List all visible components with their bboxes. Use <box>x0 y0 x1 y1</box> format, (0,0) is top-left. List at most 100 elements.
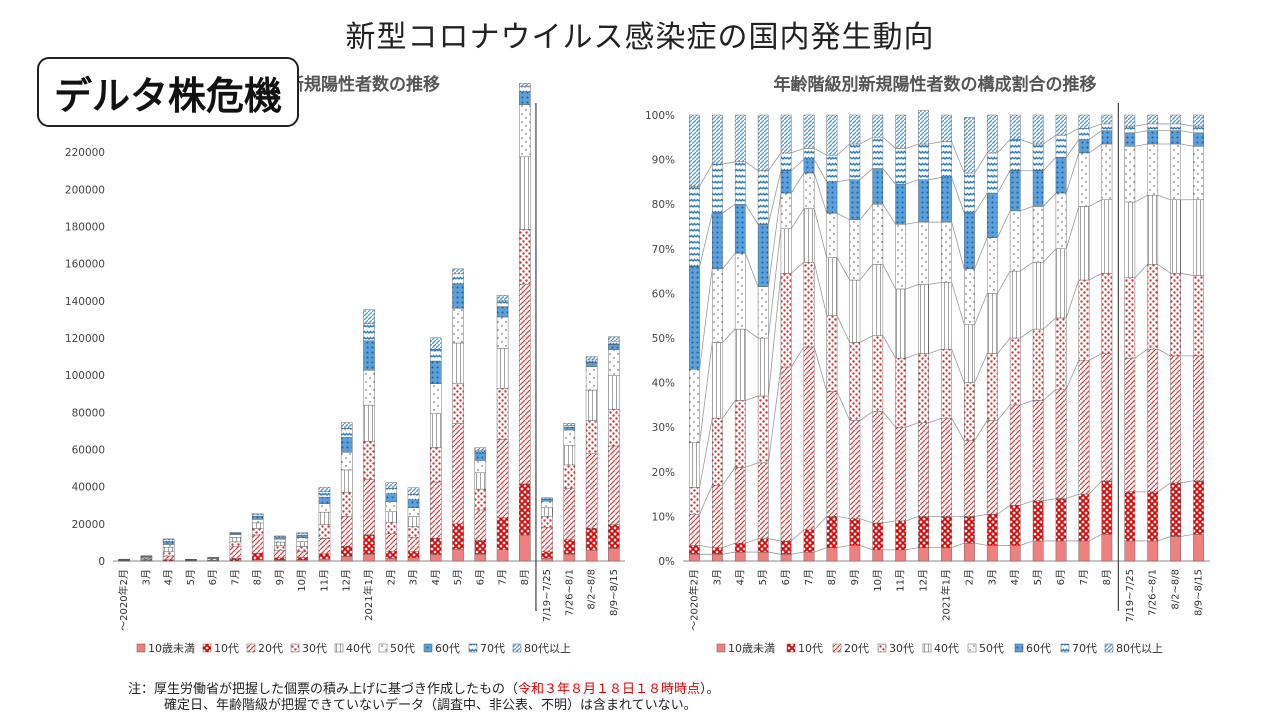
legend-label: 50代 <box>979 642 1004 655</box>
bar-segment <box>849 114 861 145</box>
bar-segment <box>986 192 998 238</box>
x-tick-label: 2021年1月 <box>940 569 953 621</box>
y-tick-label: 200000 <box>65 184 105 196</box>
legends: 10歳未満 10代 20代 30代 40代 50代 60代 70代 80代以上 10歳未満 10代 2… <box>136 642 1163 655</box>
bar-segment <box>474 450 487 454</box>
bar-segment <box>340 452 353 471</box>
bar-segment <box>608 445 620 525</box>
bar-segment <box>1009 139 1021 171</box>
bar-segment <box>986 420 998 515</box>
bar-segment <box>519 83 531 87</box>
bar-segment <box>1078 540 1090 562</box>
bar-segment <box>251 513 264 516</box>
series-connector <box>699 261 1194 488</box>
bar-segment <box>689 114 700 187</box>
bar-segment <box>1032 540 1044 562</box>
bar-segment <box>407 487 420 495</box>
bar-segment <box>803 208 815 263</box>
x-tick-label: 8月 <box>1101 569 1113 585</box>
bar-segment <box>563 464 576 489</box>
bar-segment <box>1078 152 1090 207</box>
legend-swatch <box>786 643 796 653</box>
bar-segment <box>1193 275 1204 357</box>
bar-segment <box>296 535 308 538</box>
bar-segment <box>585 362 598 367</box>
y-tick-label: 90% <box>652 155 675 167</box>
bar-segment <box>452 283 464 309</box>
bar-segment <box>385 550 398 559</box>
bar-segment <box>496 316 509 349</box>
bar-segment <box>407 516 420 527</box>
bar-segment <box>826 547 838 562</box>
bar-segment <box>318 558 331 562</box>
bar-segment <box>1193 534 1204 562</box>
bar-segment <box>1147 130 1159 145</box>
bar-segment <box>918 516 929 548</box>
bar-segment <box>780 554 792 562</box>
x-tick-label: 10月 <box>872 569 884 592</box>
bar-segment <box>918 353 929 423</box>
bar-segment <box>895 148 907 185</box>
bar-segment <box>1009 337 1021 406</box>
bar-segment <box>1101 534 1113 562</box>
bar-segment <box>1124 357 1136 493</box>
bar-segment <box>712 342 723 419</box>
bar-segment <box>849 279 861 343</box>
bar-segment <box>1193 125 1204 134</box>
bar-segment <box>895 357 907 428</box>
bar-segment <box>1009 210 1021 272</box>
bar-segment <box>430 481 442 539</box>
series-connector <box>699 123 1194 187</box>
bar-segment <box>363 369 375 406</box>
bar-segment <box>1055 498 1067 542</box>
legend-label: 80代以上 <box>524 642 571 655</box>
y-tick-label: 20000 <box>72 519 105 531</box>
bar-segment <box>964 440 975 517</box>
bar-segment <box>1147 114 1159 125</box>
bar-segment <box>1124 540 1136 562</box>
bar-segment <box>162 541 175 545</box>
bar-segment <box>452 548 464 562</box>
bar-segment <box>474 509 487 541</box>
note-line2: 確定日、年齢階級が把握できていないデータ（調査中、非公表、不明）は含まれていない… <box>164 698 697 713</box>
bar-segment <box>1170 482 1181 537</box>
bar-segment <box>496 517 509 550</box>
bar-segment <box>734 328 746 401</box>
bar-segment <box>608 336 620 342</box>
x-tick-label: 7/19~7/25 <box>1125 569 1136 622</box>
y-tick-label: 160000 <box>65 259 105 271</box>
bar-segment <box>274 550 286 559</box>
x-tick-label: 6月 <box>474 569 486 585</box>
bar-segment <box>318 511 331 525</box>
bar-segment <box>407 557 420 562</box>
left-chart-title: 別新規陽性者数の推移 <box>270 75 440 95</box>
x-tick-label: 7月 <box>497 569 509 585</box>
x-tick-label: 11月 <box>318 569 330 592</box>
bar-segment <box>407 537 420 552</box>
right-chart: 0% 10% 20% 30% 40% 50% 60% 70% 80% 90% 100% ～2020年2… <box>645 103 1210 631</box>
footnote: 注：厚生労働省が把握した個票の積み上げに基づき作成したもの（令和３年８月１８日１… <box>128 682 720 714</box>
bar-segment <box>229 558 242 561</box>
bar-segment <box>340 437 353 453</box>
legend-swatch <box>877 643 887 653</box>
bar-segment <box>563 423 576 426</box>
bar-segment <box>1078 128 1090 140</box>
x-tick-label: 10月 <box>296 569 308 592</box>
bar-segment <box>1009 114 1021 140</box>
y-tick-label: 70% <box>652 244 675 256</box>
y-tick-label: 60% <box>652 288 675 300</box>
x-tick-label: ～2020年2月 <box>687 569 700 631</box>
bar-segment <box>1170 123 1181 131</box>
bar-segment <box>1170 130 1181 145</box>
bar-segment <box>1147 123 1159 131</box>
bar-segment <box>496 306 509 318</box>
bar-segment <box>318 491 331 498</box>
bar-segment <box>780 228 792 274</box>
bar-segment <box>452 342 464 384</box>
bar-segment <box>1147 348 1159 493</box>
bar-segment <box>872 168 884 205</box>
bar-segment <box>229 534 242 538</box>
x-tick-label: 9月 <box>274 569 286 585</box>
bar-segment <box>689 545 700 555</box>
bar-segment <box>734 114 746 163</box>
